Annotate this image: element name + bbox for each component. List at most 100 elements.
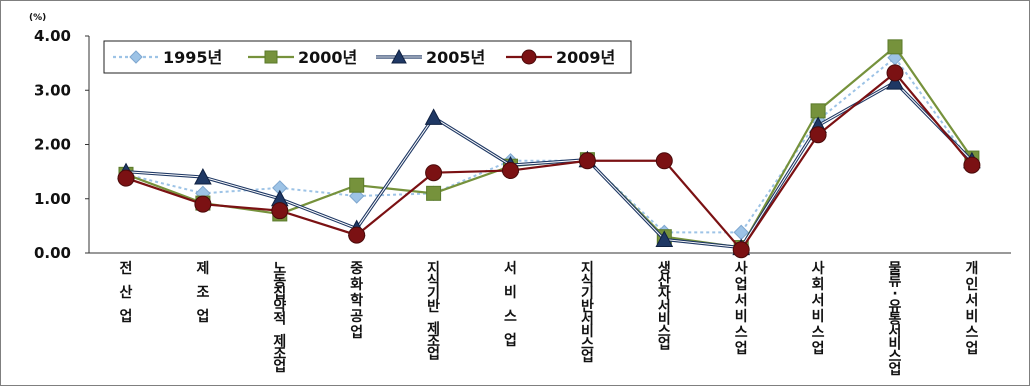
legend: 1995년 2000년 2005년 2009년 [103,40,632,74]
data-point [655,152,673,170]
x-label-char: 서 [965,293,978,309]
x-label-char: 공 [350,309,363,325]
y-tick-label: 1.00 [34,190,71,208]
series-line [125,45,973,249]
data-point [732,241,750,259]
legend-marker [391,48,407,64]
x-label-char: 제 [273,334,286,350]
data-point [886,73,904,90]
legend-label: 2000년 [298,48,357,67]
x-label-char: 조 [427,334,440,350]
x-label-char: 비 [889,337,902,353]
data-point [578,152,596,170]
x-label-char: 제 [196,261,209,277]
x-label-char: 화 [350,277,363,293]
x-label-char: 조 [196,285,209,301]
x-label-char: 업 [120,309,133,325]
x-label-char: 물 [889,261,902,277]
x-label-char: 식 [427,274,440,290]
x-label-char: 스 [965,325,978,341]
data-point [887,39,903,55]
x-label-char: 업 [658,337,671,353]
x-label-char: 전 [120,260,133,277]
x-label-char: 집 [273,285,286,302]
legend-marker [521,49,537,65]
y-tick-label: 2.00 [34,136,71,154]
x-label-char: 산 [658,273,671,290]
legend-label: 2005년 [426,48,485,67]
x-label-char: · [892,286,897,302]
x-label-char: 업 [889,362,902,378]
x-label-char: 스 [889,349,902,365]
x-label-char: 회 [812,277,825,293]
x-label-char: 업 [273,359,286,375]
data-point [424,108,443,125]
x-label-char: 스 [581,337,594,353]
x-label-char: 업 [427,347,440,363]
data-point [348,226,366,244]
x-label-char: 업 [965,341,978,357]
x-label-char: 기 [581,286,594,302]
x-label-char: 업 [812,341,825,357]
x-label-char: 업 [196,309,209,325]
y-axis-unit: (%) [29,13,46,23]
x-label-char: 서 [658,299,671,315]
x-label-char: 사 [812,261,825,277]
x-label-char: 식 [581,274,594,290]
data-point [809,126,827,144]
series-4 [117,64,981,259]
series-1 [118,49,980,241]
data-point [194,167,212,185]
series-line [125,71,973,252]
y-tick-label: 4.00 [34,27,71,45]
data-point [655,230,674,247]
x-label-char: 스 [735,325,748,341]
legend-item: 1995년 [113,48,222,67]
x-label-char: 서 [581,311,594,327]
data-point [963,156,981,174]
x-label-char: 반 [427,298,440,315]
x-label-char: 비 [812,309,825,325]
legend-item: 2009년 [506,48,615,67]
x-label-char: 비 [581,324,594,340]
x-label-char: 적 [273,310,286,327]
x-label-char: 개 [965,261,978,277]
series-line [125,56,973,234]
y-tick-label: 0.00 [34,244,71,262]
x-label-char: 동 [273,274,286,290]
x-label-char: 약 [273,298,286,315]
data-point [810,103,826,119]
legend-label: 1995년 [163,48,222,67]
x-label-char: 학 [350,293,363,309]
x-category-label: 제조업 [196,261,209,325]
data-point [426,185,442,201]
x-label-char: 조 [273,347,286,363]
x-label-char: 스 [504,309,517,325]
data-point [886,64,904,82]
x-label-char: 스 [812,325,825,341]
x-label-char: 중 [350,261,363,277]
x-category-label: 전산업 [120,260,133,325]
data-point [117,169,135,187]
data-point [425,164,443,182]
legend-item: 2005년 [376,48,485,67]
x-label-char: 산 [120,284,133,301]
x-label-char: 서 [735,293,748,309]
legend-marker [264,50,278,64]
x-label-char: 인 [965,276,978,293]
x-label-char: 업 [350,325,363,341]
data-point [502,162,519,180]
x-label-char: 비 [504,285,517,301]
x-label-char: 사 [735,261,748,277]
x-label-char: 유 [889,299,902,315]
legend-label: 2009년 [556,48,615,67]
x-label-char: 제 [427,321,440,337]
